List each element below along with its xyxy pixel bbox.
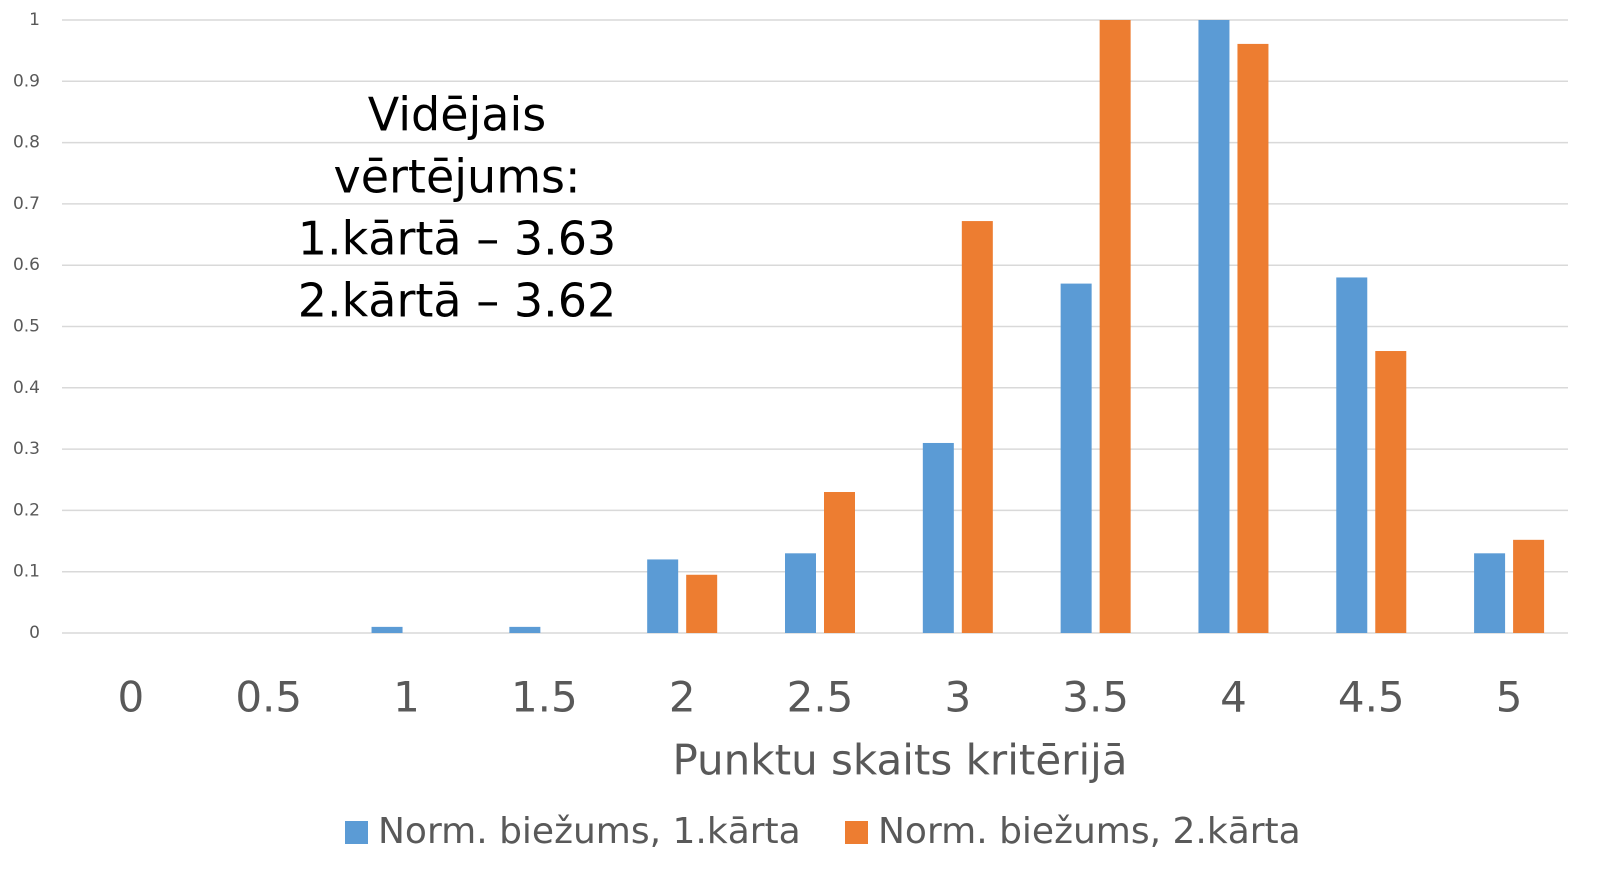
y-tick-label: 0.5: [13, 317, 40, 337]
x-axis-label: Punktu skaits kritērijā: [672, 736, 1127, 785]
x-tick-label: 4: [1220, 673, 1247, 722]
y-tick-label: 0.8: [13, 133, 40, 153]
x-tick-label: 2: [669, 673, 696, 722]
x-tick-label: 2.5: [787, 673, 854, 722]
y-tick-label: 0: [29, 623, 40, 643]
annotation: 2.kārtā – 3.62: [298, 274, 617, 328]
x-tick-label: 3: [944, 673, 971, 722]
y-tick-label: 0.7: [13, 194, 40, 214]
bar: [961, 221, 993, 633]
legend-swatch: [845, 821, 868, 844]
bar: [1336, 277, 1368, 633]
bar: [686, 574, 718, 633]
bar: [1375, 351, 1407, 633]
bar: [824, 492, 855, 633]
legend-label: Norm. biežums, 2.kārta: [878, 811, 1301, 852]
annotation: vērtējums:: [334, 150, 581, 204]
bar: [1474, 553, 1506, 633]
annotation: Vidējais: [368, 88, 546, 142]
bar: [371, 626, 403, 633]
x-tick-label: 4.5: [1338, 673, 1405, 722]
annotation: 1.kārtā – 3.63: [298, 212, 617, 266]
bar: [1237, 43, 1269, 634]
legend-label: Norm. biežums, 1.kārta: [378, 811, 801, 852]
y-tick-label: 0.9: [13, 71, 40, 91]
x-tick-label: 0.5: [235, 673, 302, 722]
y-tick-label: 0.3: [13, 439, 40, 459]
y-tick-label: 0.6: [13, 255, 40, 275]
bar: [1513, 539, 1545, 633]
bar: [1060, 283, 1092, 633]
y-tick-label: 0.1: [13, 562, 40, 582]
bar: [647, 559, 679, 633]
bar: [922, 442, 954, 633]
bar: [509, 626, 541, 633]
legend-swatch: [345, 821, 368, 844]
y-tick-label: 0.2: [13, 500, 40, 520]
bar: [785, 553, 816, 633]
x-tick-label: 5: [1496, 673, 1523, 722]
bar: [1198, 20, 1230, 633]
x-tick-label: 0: [118, 673, 145, 722]
x-tick-label: 1: [393, 673, 420, 722]
y-tick-label: 1: [29, 10, 40, 30]
x-tick-label: 3.5: [1062, 673, 1129, 722]
y-tick-label: 0.4: [13, 378, 40, 398]
bar: [1099, 20, 1131, 633]
x-tick-label: 1.5: [511, 673, 578, 722]
